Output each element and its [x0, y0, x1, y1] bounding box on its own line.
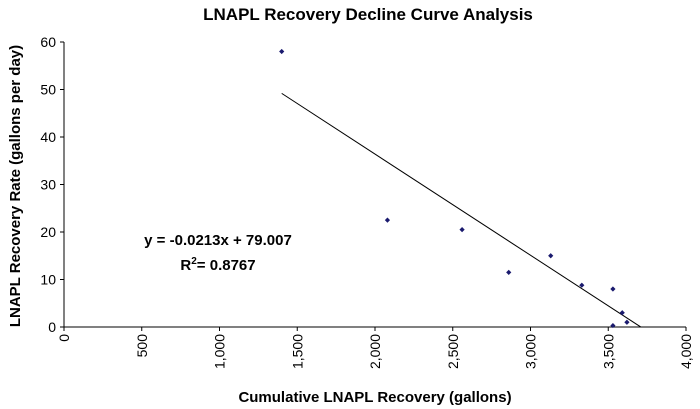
chart-title: LNAPL Recovery Decline Curve Analysis: [203, 5, 533, 24]
data-points: [279, 48, 630, 329]
data-point: [610, 286, 616, 292]
x-tick-label: 2,500: [445, 334, 461, 369]
r-squared-label: R2= 0.8767: [180, 256, 255, 274]
x-tick-label: 3,000: [523, 334, 539, 369]
x-tick-label: 2,000: [367, 334, 383, 369]
y-tick-label: 50: [40, 82, 56, 98]
data-point: [624, 319, 630, 325]
y-axis-title: LNAPL Recovery Rate (gallons per day): [7, 45, 24, 327]
y-tick-label: 30: [40, 177, 56, 193]
x-tick-label: 1,500: [289, 334, 305, 369]
x-axis-ticks: 0 500 1,000 1,500 2,000 2,500 3,000 3,500 4,000: [56, 327, 694, 369]
data-point: [506, 269, 512, 275]
trendline-equation: y = -0.0213x + 79.007: [144, 232, 292, 249]
y-tick-label: 20: [40, 224, 56, 240]
x-tick-label: 500: [134, 334, 150, 358]
data-point: [384, 217, 391, 223]
data-point: [459, 227, 465, 233]
x-tick-label: 4,000: [678, 334, 694, 369]
data-point: [619, 310, 625, 316]
y-tick-label: 0: [48, 319, 56, 335]
x-tick-label: 3,500: [600, 334, 616, 369]
y-tick-label: 40: [40, 129, 56, 145]
data-point: [279, 48, 285, 55]
trendline: [281, 92, 642, 328]
x-tick-label: 1,000: [212, 334, 228, 369]
y-axis-ticks: 0 10 20 30 40 50 60: [40, 34, 64, 335]
x-axis-title: Cumulative LNAPL Recovery (gallons): [238, 389, 511, 406]
data-point: [610, 322, 616, 329]
r-squared-base: R: [180, 257, 191, 274]
data-point: [548, 253, 554, 259]
r-squared-superscript: 2: [191, 256, 197, 267]
data-point: [579, 282, 585, 288]
y-tick-label: 60: [40, 34, 56, 50]
y-tick-label: 10: [40, 272, 56, 288]
r-squared-value: = 0.8767: [197, 257, 256, 274]
x-tick-label: 0: [56, 334, 72, 342]
